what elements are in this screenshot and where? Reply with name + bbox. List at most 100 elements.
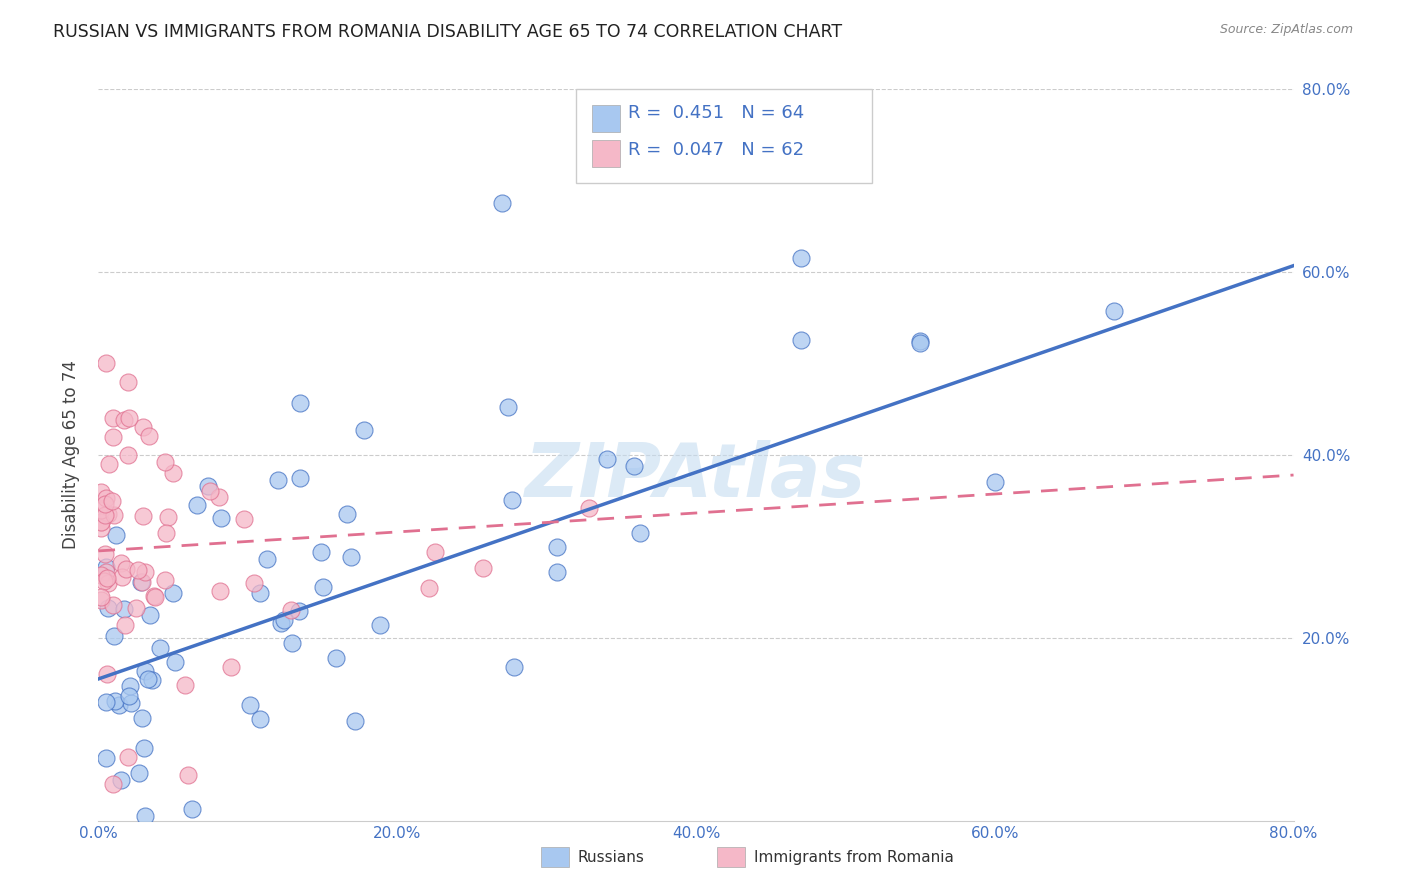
Point	[97, 601, 120, 615]
Point	[249, 712, 271, 726]
Point	[1104, 304, 1126, 318]
Point	[174, 678, 197, 692]
Text: Immigrants from Romania: Immigrants from Romania	[754, 850, 953, 864]
Point	[118, 689, 141, 703]
Point	[288, 604, 311, 618]
Point	[96, 565, 118, 579]
Point	[162, 466, 184, 480]
Point	[105, 528, 128, 542]
Point	[502, 660, 524, 674]
Point	[138, 429, 160, 443]
Point	[131, 575, 153, 590]
Point	[336, 507, 359, 521]
Point	[111, 570, 134, 584]
Point	[97, 507, 120, 521]
Point	[117, 375, 139, 389]
Point	[94, 508, 117, 522]
Point	[93, 574, 115, 589]
Point	[117, 448, 139, 462]
Text: R =  0.451   N = 64: R = 0.451 N = 64	[628, 104, 804, 122]
Point	[281, 636, 304, 650]
Point	[112, 413, 135, 427]
Text: RUSSIAN VS IMMIGRANTS FROM ROMANIA DISABILITY AGE 65 TO 74 CORRELATION CHART: RUSSIAN VS IMMIGRANTS FROM ROMANIA DISAB…	[53, 23, 842, 41]
Point	[108, 698, 131, 713]
Point	[120, 696, 142, 710]
Point	[114, 618, 136, 632]
Point	[97, 576, 120, 591]
Point	[90, 484, 112, 499]
Point	[103, 430, 125, 444]
Point	[501, 493, 523, 508]
Point	[249, 586, 271, 600]
Point	[197, 478, 219, 492]
Point	[157, 509, 180, 524]
Point	[103, 694, 125, 708]
Point	[101, 494, 124, 508]
Point	[103, 777, 125, 791]
Point	[125, 601, 148, 615]
Point	[155, 526, 177, 541]
Point	[110, 556, 132, 570]
Point	[623, 459, 645, 474]
Point	[94, 547, 117, 561]
Point	[232, 512, 254, 526]
Point	[312, 580, 335, 594]
Point	[162, 586, 184, 600]
Point	[94, 750, 117, 764]
Point	[280, 603, 302, 617]
Point	[103, 629, 125, 643]
Point	[209, 511, 232, 525]
Y-axis label: Disability Age 65 to 74: Disability Age 65 to 74	[62, 360, 80, 549]
Point	[90, 503, 112, 517]
Text: Russians: Russians	[578, 850, 645, 864]
Point	[418, 581, 440, 595]
Point	[186, 498, 208, 512]
Point	[471, 561, 494, 575]
Text: ZIPAtlas: ZIPAtlas	[526, 441, 866, 514]
Point	[134, 565, 156, 579]
Point	[200, 483, 222, 498]
Point	[207, 490, 229, 504]
Point	[908, 334, 931, 348]
Point	[117, 749, 139, 764]
Point	[789, 151, 811, 165]
Point	[93, 497, 115, 511]
Point	[143, 589, 166, 603]
Point	[628, 526, 651, 541]
Point	[423, 545, 446, 559]
Point	[96, 666, 118, 681]
Point	[90, 515, 112, 529]
Point	[596, 451, 619, 466]
Point	[131, 711, 153, 725]
Point	[112, 602, 135, 616]
Point	[256, 551, 278, 566]
Point	[143, 590, 166, 604]
Point	[94, 560, 117, 574]
Point	[90, 593, 112, 607]
Point	[118, 410, 141, 425]
Point	[546, 566, 568, 580]
Point	[491, 196, 513, 211]
Point	[90, 521, 112, 535]
Point	[132, 740, 155, 755]
Point	[163, 655, 186, 669]
Point	[243, 576, 266, 591]
Point	[94, 491, 117, 506]
Point	[110, 773, 132, 788]
Text: Source: ZipAtlas.com: Source: ZipAtlas.com	[1219, 23, 1353, 37]
Point	[370, 617, 392, 632]
Point	[134, 665, 156, 679]
Point	[90, 515, 112, 529]
Point	[149, 640, 172, 655]
Point	[325, 651, 347, 665]
Point	[273, 613, 295, 627]
Point	[578, 500, 600, 515]
Point	[498, 400, 520, 414]
Point	[90, 568, 112, 582]
Point	[94, 356, 117, 371]
Point	[129, 575, 152, 590]
Point	[153, 573, 176, 587]
Point	[141, 673, 163, 687]
Point	[208, 584, 231, 599]
Point	[290, 395, 312, 409]
